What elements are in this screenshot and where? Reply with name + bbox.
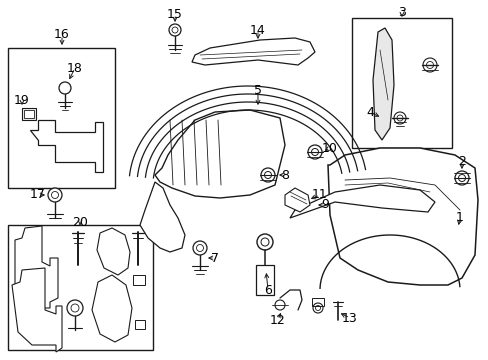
Ellipse shape <box>193 241 206 255</box>
Ellipse shape <box>274 300 285 310</box>
Ellipse shape <box>261 168 274 182</box>
Polygon shape <box>15 226 58 308</box>
Text: 4: 4 <box>366 105 373 118</box>
Ellipse shape <box>393 112 405 124</box>
Ellipse shape <box>264 171 271 179</box>
Polygon shape <box>289 185 434 218</box>
Ellipse shape <box>422 58 436 72</box>
Bar <box>351 18 451 148</box>
Ellipse shape <box>59 82 71 94</box>
Polygon shape <box>92 275 132 342</box>
Text: 1: 1 <box>455 211 463 225</box>
Polygon shape <box>97 228 130 275</box>
Ellipse shape <box>426 62 433 68</box>
Bar <box>133 275 145 285</box>
Text: 11: 11 <box>311 189 327 202</box>
Polygon shape <box>140 182 184 252</box>
Text: 15: 15 <box>167 9 183 22</box>
Ellipse shape <box>196 244 203 252</box>
Ellipse shape <box>396 115 402 121</box>
Ellipse shape <box>169 24 181 36</box>
Text: 2: 2 <box>457 156 465 168</box>
Text: 7: 7 <box>210 252 219 265</box>
Bar <box>22 108 36 120</box>
Ellipse shape <box>315 306 320 310</box>
Text: 13: 13 <box>342 311 357 324</box>
Bar <box>311 298 324 306</box>
Polygon shape <box>192 38 314 65</box>
Text: 20: 20 <box>72 216 88 229</box>
Polygon shape <box>285 188 309 212</box>
Polygon shape <box>12 268 62 352</box>
Bar <box>256 265 273 295</box>
Bar <box>24 110 34 118</box>
Text: 5: 5 <box>253 84 262 96</box>
Text: 18: 18 <box>67 62 83 75</box>
Bar <box>135 320 145 329</box>
Ellipse shape <box>172 27 178 33</box>
Polygon shape <box>327 148 477 285</box>
Text: 17: 17 <box>30 189 46 202</box>
Text: 3: 3 <box>397 5 405 18</box>
Text: 10: 10 <box>322 141 337 154</box>
Text: 8: 8 <box>281 168 288 181</box>
Ellipse shape <box>454 171 468 185</box>
Ellipse shape <box>71 304 79 312</box>
Ellipse shape <box>458 175 465 181</box>
Ellipse shape <box>51 192 59 198</box>
Bar <box>8 48 115 188</box>
Ellipse shape <box>67 300 83 316</box>
Ellipse shape <box>312 303 323 313</box>
Ellipse shape <box>311 149 318 156</box>
Text: 9: 9 <box>321 198 328 211</box>
Text: 14: 14 <box>250 23 265 36</box>
Polygon shape <box>372 28 393 140</box>
Text: 6: 6 <box>264 284 271 297</box>
Text: 12: 12 <box>269 314 285 327</box>
Bar <box>8 225 153 350</box>
Ellipse shape <box>257 234 272 250</box>
Ellipse shape <box>307 145 321 159</box>
Polygon shape <box>155 110 285 198</box>
Text: 16: 16 <box>54 28 70 41</box>
Polygon shape <box>30 120 103 172</box>
Ellipse shape <box>48 188 62 202</box>
Ellipse shape <box>261 238 268 246</box>
Text: 19: 19 <box>14 94 30 107</box>
